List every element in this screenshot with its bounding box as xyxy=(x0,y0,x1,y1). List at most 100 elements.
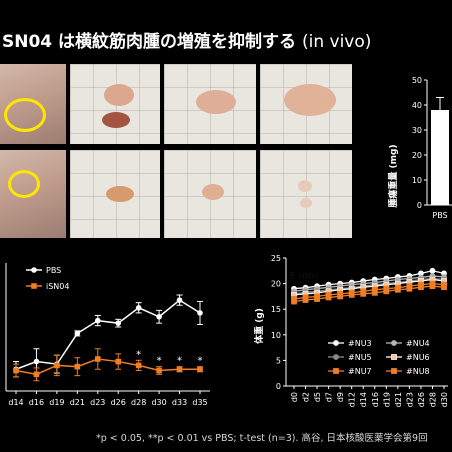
tumor-photo-pbs-2 xyxy=(164,64,256,144)
data-point-nu8 xyxy=(302,297,309,303)
tumor-weight-ylabel: 腫瘍重量 (mg) xyxy=(387,144,399,207)
data-point-nu8 xyxy=(371,289,378,296)
data-point-isn04 xyxy=(33,371,40,378)
legend-marker xyxy=(31,283,37,289)
data-point-pbs xyxy=(176,297,183,303)
x-tick-label: d23 xyxy=(90,398,105,407)
legend-label-isn04: iSN04 xyxy=(46,282,69,291)
data-point-isn04 xyxy=(135,362,142,369)
y-tick-label: 0 xyxy=(417,201,422,210)
data-point-isn04 xyxy=(176,366,183,373)
significance-marker: * xyxy=(198,356,203,367)
x-tick-label: d5 xyxy=(313,392,322,402)
data-point-pbs xyxy=(74,330,81,337)
data-point-isn04 xyxy=(156,367,162,374)
y-tick-label: 10 xyxy=(271,331,281,340)
slide-title-main: SN04 は横紋筋肉腫の増殖を抑制する xyxy=(2,32,297,51)
significance-marker: * xyxy=(136,349,141,360)
data-point-isn04 xyxy=(197,366,203,373)
x-tick-label: d28 xyxy=(428,392,437,407)
y-tick-label: 30 xyxy=(412,126,422,135)
tumor-sample xyxy=(102,112,130,128)
x-tick-label: d19 xyxy=(382,392,391,407)
x-tick-label: d26 xyxy=(111,398,126,407)
data-point-isn04 xyxy=(13,367,19,374)
x-tick-label: d19 xyxy=(49,398,64,407)
tumor-sample xyxy=(284,84,336,116)
data-point-nu3 xyxy=(429,267,436,274)
tumor-sample xyxy=(202,184,224,200)
legend-label-nu3: #NU3 xyxy=(348,339,372,348)
y-tick-label: 50 xyxy=(412,76,422,85)
x-tick-label: d16 xyxy=(29,398,44,407)
data-point-nu8 xyxy=(429,283,436,290)
series-line-isn04 xyxy=(15,358,200,376)
legend-label-nu7: #NU7 xyxy=(348,367,372,376)
data-point-nu8 xyxy=(406,285,413,292)
body-weight-ylabel: 体重 (g) xyxy=(253,308,265,344)
x-tick-label: d16 xyxy=(371,392,380,407)
mouse-photo-isn04 xyxy=(0,150,66,238)
y-tick-label: 20 xyxy=(412,151,422,160)
tumor-photo-pbs-3 xyxy=(260,64,352,144)
data-point-pbs xyxy=(135,305,142,311)
legend-marker xyxy=(333,340,339,346)
bar-pbs xyxy=(431,110,449,205)
data-point-pbs xyxy=(94,317,101,324)
tumor-photo-isn04-2 xyxy=(164,150,256,238)
tumor-photo-isn04-3 xyxy=(260,150,352,238)
x-tick-label: d30 xyxy=(151,398,166,407)
x-tick-label: d14 xyxy=(359,392,368,407)
x-tick-label: d21 xyxy=(394,392,403,407)
scale-bar-label: 5 mm xyxy=(289,271,319,282)
tumor-volume-chart: d14 d16 d19 d21 d23 d26 d28 d30 d33 d35 * * * * PBS i… xyxy=(5,263,210,407)
data-point-pbs xyxy=(115,320,122,326)
data-point-nu8 xyxy=(291,298,297,305)
data-point-pbs xyxy=(156,313,162,320)
slide-title-suffix: (in vivo) xyxy=(301,32,372,51)
data-point-nu8 xyxy=(337,293,344,300)
data-point-isn04 xyxy=(115,358,122,365)
y-tick-label: 20 xyxy=(271,280,281,289)
x-tick-label: d9 xyxy=(336,392,345,402)
legend-marker xyxy=(333,354,339,360)
y-tick-label: 40 xyxy=(412,101,422,110)
data-point-nu8 xyxy=(383,288,390,295)
legend-marker xyxy=(391,368,397,374)
x-tick-label: PBS xyxy=(432,211,447,220)
tumor-location-ring xyxy=(4,98,46,132)
data-point-nu8 xyxy=(394,286,401,293)
data-point-isn04 xyxy=(74,363,81,370)
data-point-pbs xyxy=(197,310,203,316)
data-point-nu8 xyxy=(348,291,355,298)
tumor-sample xyxy=(196,90,236,114)
y-tick-label: 25 xyxy=(271,254,281,263)
y-tick-label: 15 xyxy=(271,305,281,314)
x-tick-label: d28 xyxy=(131,398,146,407)
significance-marker: * xyxy=(177,356,182,367)
x-tick-label: d14 xyxy=(8,398,23,407)
tumor-weight-chart: 0 10 20 30 40 50 PBS 腫瘍重量 (mg) xyxy=(387,76,452,220)
data-point-isn04 xyxy=(54,362,60,369)
x-tick-label: d23 xyxy=(405,392,414,407)
legend-marker xyxy=(333,368,339,374)
data-point-nu8 xyxy=(314,296,320,302)
tumor-sample xyxy=(300,198,312,208)
data-point-isn04 xyxy=(94,356,101,362)
tumor-sample xyxy=(104,84,134,106)
tumor-sample xyxy=(298,180,312,192)
x-tick-label: d26 xyxy=(417,392,426,407)
y-tick-label: 5 xyxy=(276,356,281,365)
data-point-pbs xyxy=(33,358,40,365)
legend-label-nu4: #NU4 xyxy=(406,339,430,348)
tumor-photo-grid: 5 mm xyxy=(0,64,360,289)
x-tick-label: d35 xyxy=(192,398,207,407)
legend-marker xyxy=(391,354,397,360)
legend-label-pbs: PBS xyxy=(46,266,61,275)
tumor-location-ring xyxy=(8,170,40,198)
legend-marker xyxy=(31,267,37,273)
x-tick-label: d12 xyxy=(348,392,357,407)
tumor-sample xyxy=(106,186,134,202)
tumor-photo-isn04-1 xyxy=(70,150,160,238)
